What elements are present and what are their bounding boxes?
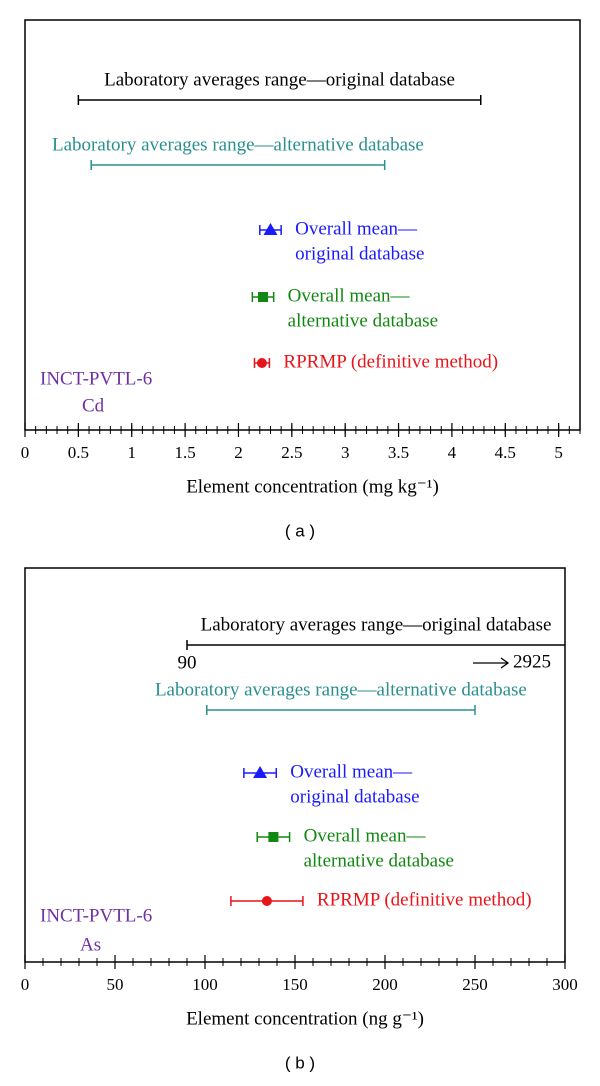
series-label: RPRMP (definitive method) xyxy=(317,889,532,910)
series-label: Laboratory averages range—alternative da… xyxy=(155,679,527,700)
series-label: Overall mean— xyxy=(295,218,418,239)
range-limit: 2925 xyxy=(513,651,551,672)
caption: ( b ) xyxy=(285,1053,315,1072)
mean-marker xyxy=(261,896,272,906)
x-tick-label: 1.5 xyxy=(174,443,195,462)
x-tick-label: 1 xyxy=(127,443,136,462)
x-tick-label: 100 xyxy=(192,975,218,994)
x-tick-label: 3 xyxy=(341,443,350,462)
mean-marker xyxy=(263,223,278,235)
x-axis-title: Element concentration (mg kg⁻¹) xyxy=(186,476,439,497)
x-tick-label: 300 xyxy=(552,975,578,994)
series-label: Overall mean— xyxy=(304,825,427,846)
x-tick-label: 0 xyxy=(21,975,30,994)
x-tick-label: 2.5 xyxy=(281,443,302,462)
x-tick-label: 4.5 xyxy=(495,443,516,462)
annotation: As xyxy=(80,934,101,955)
mean-marker xyxy=(268,832,279,842)
x-tick-label: 0.5 xyxy=(68,443,89,462)
mean-marker xyxy=(256,358,267,368)
series-label: Overall mean— xyxy=(288,285,411,306)
series-label: Laboratory averages range—alternative da… xyxy=(52,134,424,155)
x-tick-label: 4 xyxy=(448,443,457,462)
annotation: Cd xyxy=(82,395,105,416)
range-limit: 90 xyxy=(178,652,197,673)
mean-marker xyxy=(258,292,269,302)
caption: ( a ) xyxy=(285,521,315,540)
x-tick-label: 200 xyxy=(372,975,398,994)
x-tick-label: 50 xyxy=(107,975,124,994)
x-tick-label: 2 xyxy=(234,443,243,462)
series-label: alternative database xyxy=(288,310,438,331)
series-label: original database xyxy=(290,786,419,807)
series-label: Overall mean— xyxy=(290,761,413,782)
x-tick-label: 150 xyxy=(282,975,308,994)
x-axis-title: Element concentration (ng g⁻¹) xyxy=(186,1008,424,1029)
series-label: Laboratory averages range—original datab… xyxy=(104,69,455,90)
series-label: Laboratory averages range—original datab… xyxy=(201,614,552,635)
x-tick-label: 0 xyxy=(21,443,30,462)
mean-marker xyxy=(253,766,268,778)
arrow-head xyxy=(500,657,510,669)
series-label: RPRMP (definitive method) xyxy=(283,351,498,372)
series-label: original database xyxy=(295,243,424,264)
x-tick-label: 3.5 xyxy=(388,443,409,462)
annotation: INCT-PVTL-6 xyxy=(40,368,152,389)
x-tick-label: 5 xyxy=(554,443,563,462)
annotation: INCT-PVTL-6 xyxy=(40,905,152,926)
series-label: alternative database xyxy=(304,850,454,871)
x-tick-label: 250 xyxy=(462,975,488,994)
